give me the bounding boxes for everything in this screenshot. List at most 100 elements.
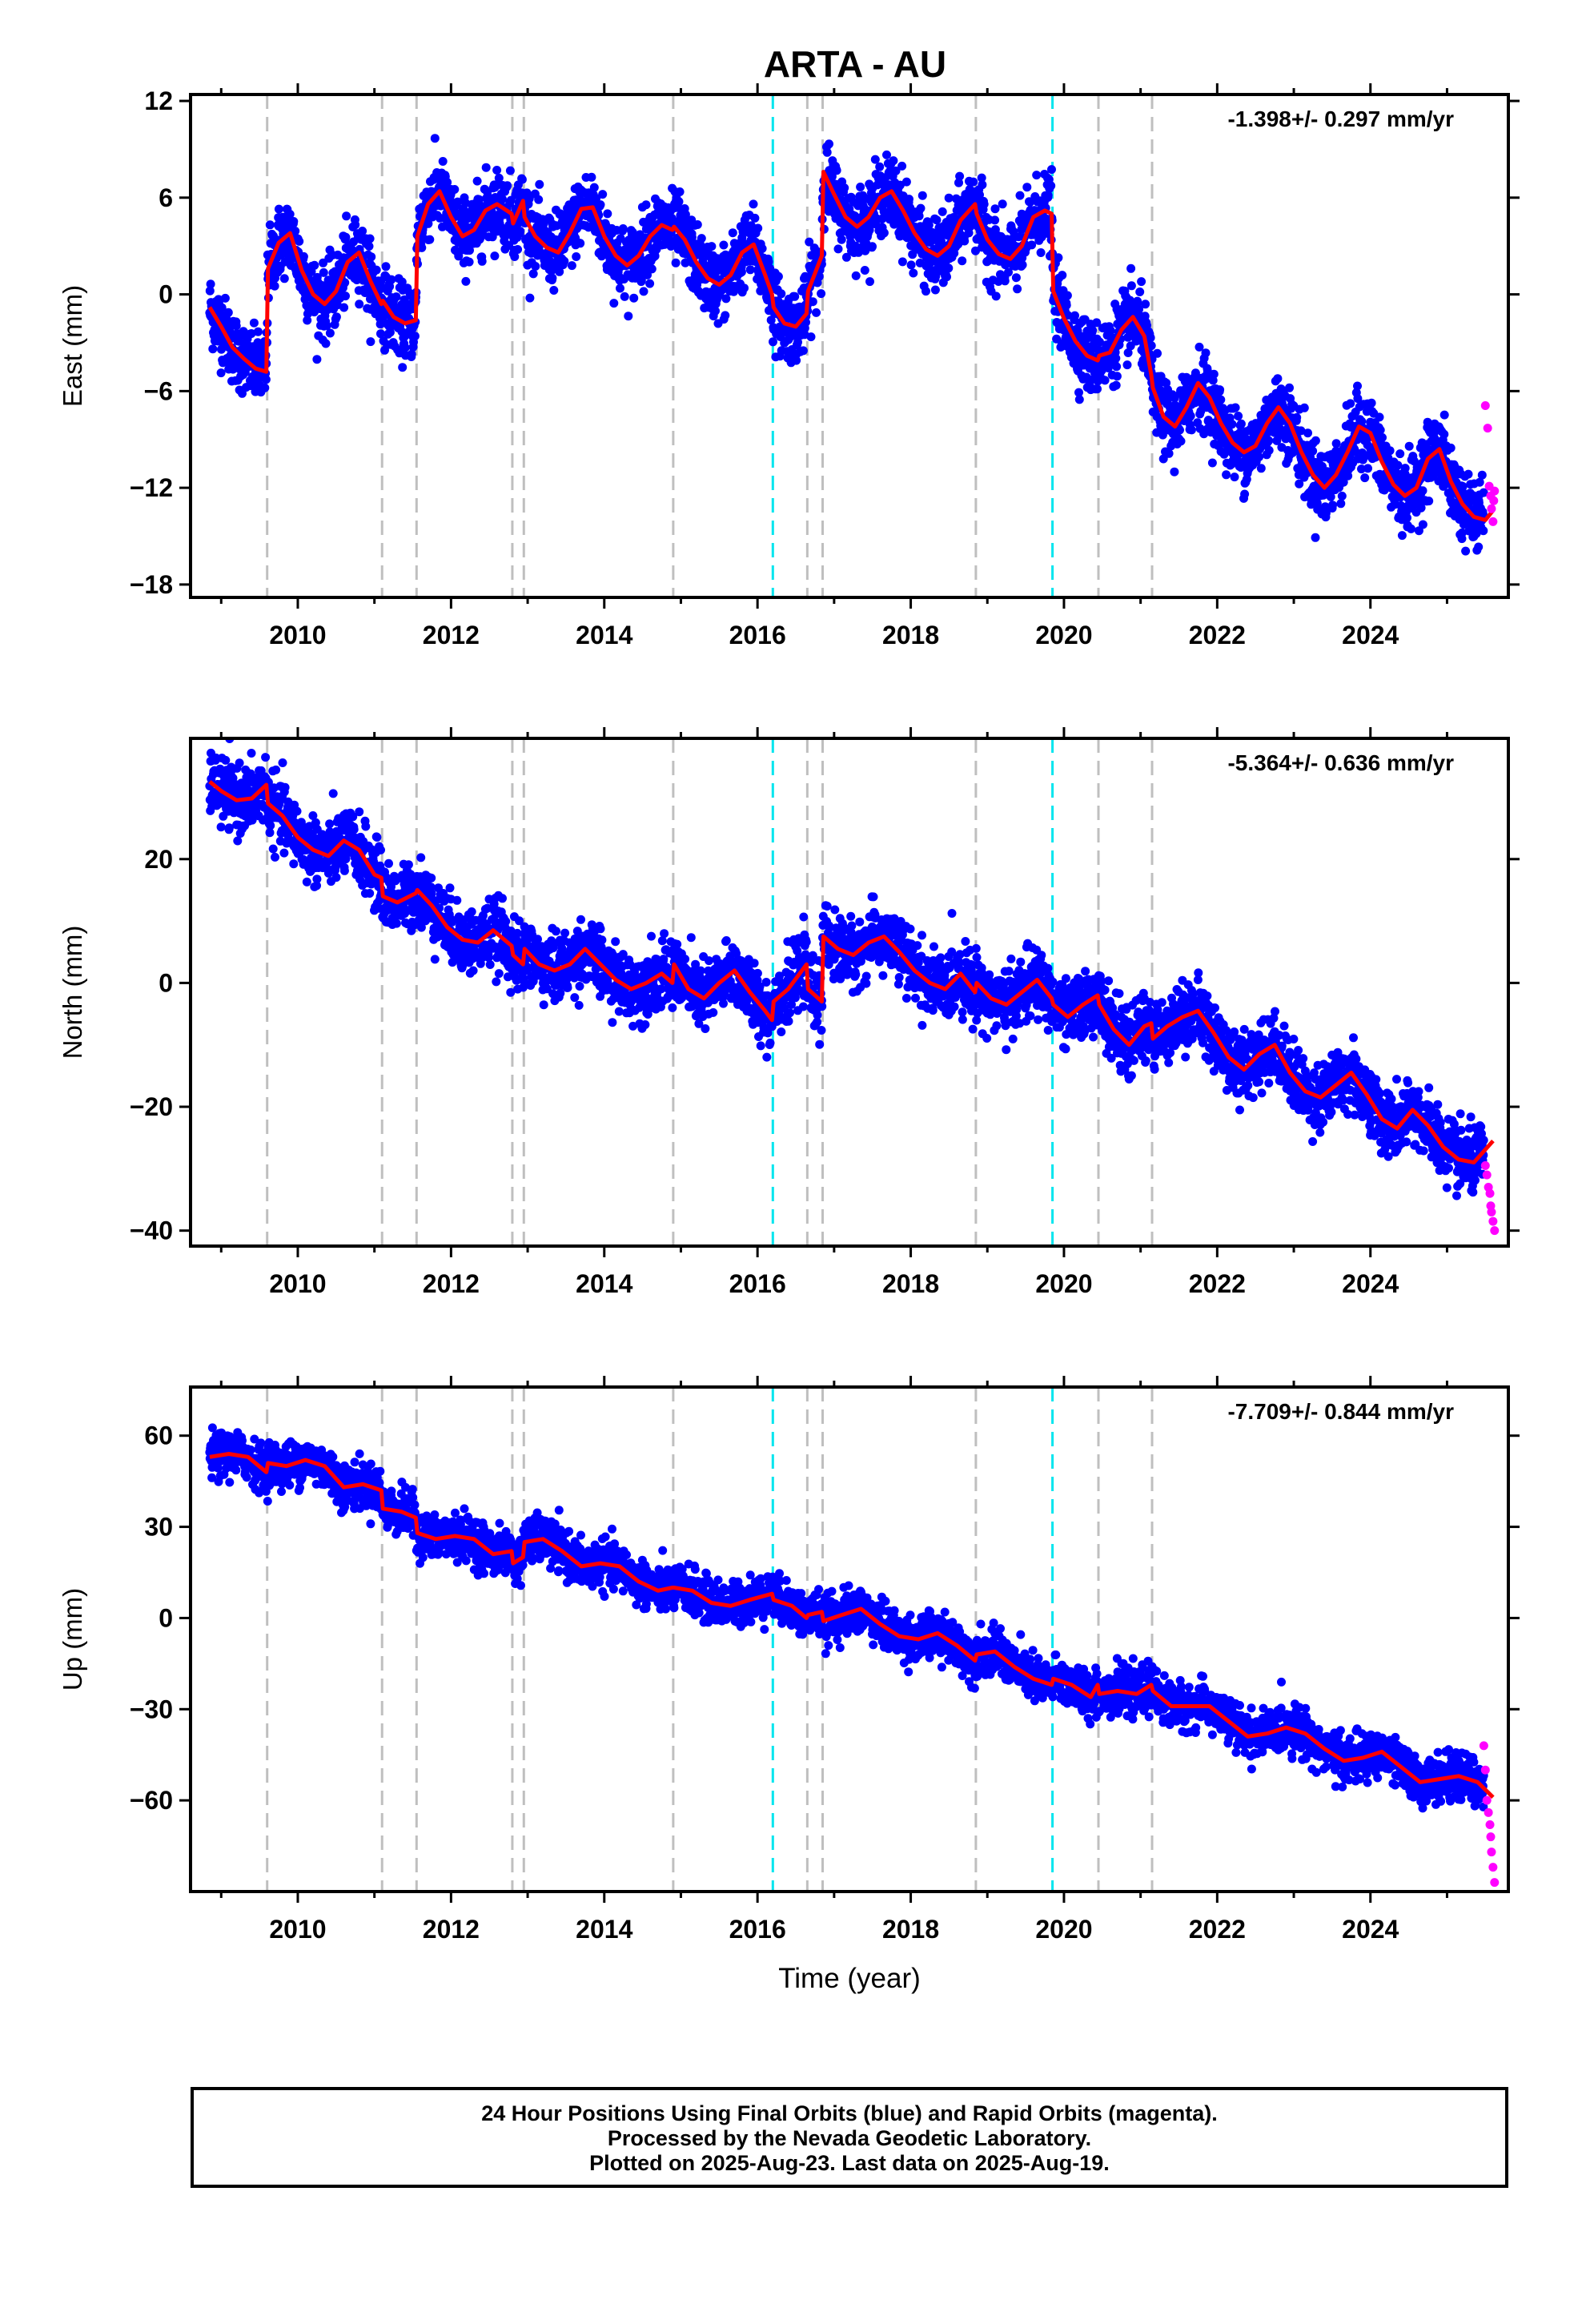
data-point (1474, 542, 1484, 552)
data-point (805, 237, 814, 247)
data-point (1357, 464, 1366, 474)
data-point (325, 819, 335, 829)
data-point (276, 251, 286, 260)
data-point (905, 195, 913, 204)
data-point (1074, 388, 1083, 397)
data-point (371, 265, 381, 275)
data-point (798, 346, 808, 356)
data-point (397, 277, 407, 287)
data-point (308, 811, 318, 820)
data-point (1022, 183, 1032, 192)
data-point (1062, 291, 1072, 300)
data-point (1209, 369, 1219, 379)
data-point (1296, 426, 1306, 436)
data-point (1088, 326, 1098, 336)
data-point (1216, 395, 1226, 404)
data-point (528, 269, 538, 279)
data-point (1111, 353, 1121, 363)
data-point (572, 252, 581, 261)
data-point (1126, 263, 1136, 273)
data-point (1004, 267, 1013, 277)
data-point (647, 264, 656, 274)
data-point (1146, 333, 1155, 343)
rapid-point (1483, 424, 1492, 433)
data-point (291, 227, 300, 235)
data-point (1353, 381, 1362, 391)
data-point (224, 823, 234, 833)
data-point (851, 271, 861, 280)
data-point (1112, 362, 1122, 372)
data-point (603, 209, 612, 219)
data-point (971, 246, 980, 255)
y-tick-label: 0 (159, 280, 173, 309)
data-point (944, 193, 954, 203)
data-point (745, 265, 755, 275)
data-point (1046, 181, 1056, 191)
data-point (1336, 499, 1346, 509)
data-point (639, 287, 648, 296)
data-point (292, 806, 302, 816)
data-point (535, 179, 544, 189)
data-point (707, 242, 717, 251)
data-point (247, 329, 256, 338)
data-point (547, 266, 556, 275)
data-point (268, 844, 278, 854)
data-point (1295, 479, 1304, 489)
data-point (592, 194, 601, 203)
data-point (364, 242, 374, 251)
data-point (355, 300, 364, 309)
data-point (376, 845, 385, 854)
data-point (404, 860, 413, 870)
data-point (740, 283, 749, 293)
data-point (505, 166, 515, 175)
data-point (1240, 489, 1250, 499)
data-point (295, 236, 304, 246)
data-point (358, 227, 367, 235)
data-point (687, 232, 697, 242)
data-point (1043, 191, 1053, 200)
model-line (207, 170, 1495, 522)
data-point (303, 316, 312, 325)
data-point (769, 337, 777, 347)
data-point (938, 207, 947, 216)
data-point (427, 873, 436, 883)
data-point (616, 283, 624, 293)
data-point (808, 297, 817, 307)
data-point (233, 836, 243, 846)
data-point (1360, 473, 1370, 483)
data-point (525, 293, 535, 303)
x-tick-label: 2014 (576, 621, 632, 649)
data-point (325, 328, 335, 338)
data-point (342, 211, 351, 221)
data-point (1000, 276, 1010, 286)
data-point (1375, 412, 1384, 422)
data-point (443, 178, 452, 187)
data-point (916, 203, 926, 213)
data-point (766, 316, 776, 325)
data-point (991, 292, 1001, 301)
data-point (407, 349, 416, 359)
data-point (1464, 469, 1473, 479)
data-point (1092, 318, 1102, 328)
y-tick-label: −12 (130, 473, 173, 502)
panel-east: 2010 2012 2014 2016 2018 2020 2022 2024−18−12−6… (58, 83, 1520, 649)
data-point (216, 368, 226, 378)
data-point (1407, 524, 1415, 533)
data-point (650, 251, 660, 261)
data-point (1385, 446, 1395, 456)
data-point (1227, 420, 1237, 429)
data-point (998, 199, 1007, 209)
data-point (749, 199, 758, 209)
data-point (1018, 260, 1027, 270)
data-point (375, 320, 385, 329)
data-point (278, 758, 287, 767)
data-point (385, 282, 395, 292)
data-point (1100, 376, 1110, 385)
data-point (587, 172, 596, 182)
data-point (1070, 311, 1079, 320)
data-point (289, 217, 299, 226)
data-point (319, 267, 328, 277)
y-tick-label: 12 (144, 86, 173, 115)
plot-area (205, 738, 1500, 1246)
data-point (450, 185, 460, 194)
